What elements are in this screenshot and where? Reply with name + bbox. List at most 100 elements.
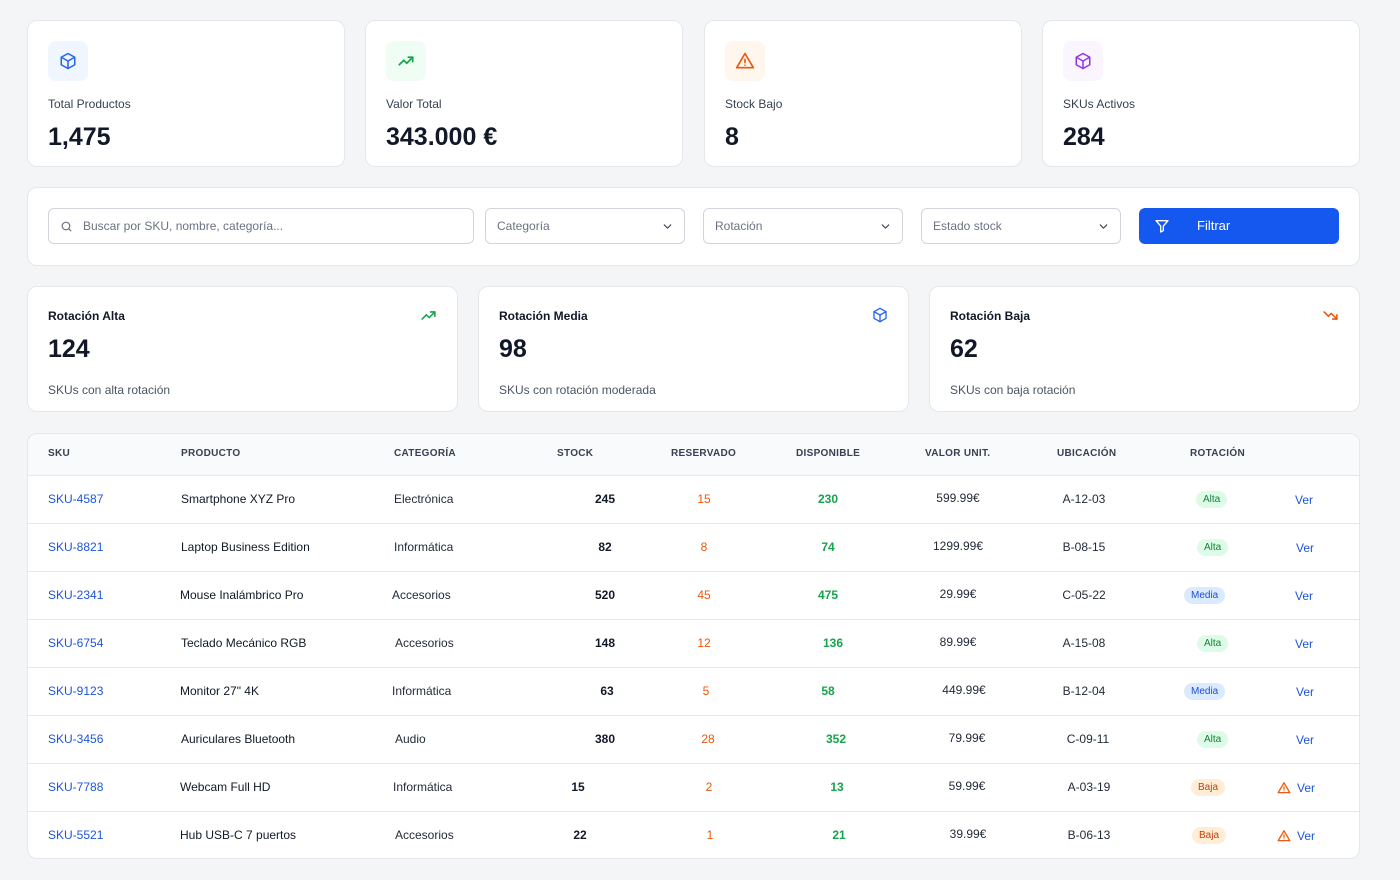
table-row: SKU-5521 Hub USB-C 7 puertos Accesorios …	[28, 811, 1359, 858]
rotation-card-media: Rotación Media 98 SKUs con rotación mode…	[478, 286, 909, 412]
sku-link[interactable]: SKU-2341	[48, 588, 104, 602]
stock: 148	[594, 636, 616, 650]
rotation-card-baja: Rotación Baja 62 SKUs con baja rotación	[929, 286, 1360, 412]
available: 21	[832, 828, 846, 842]
stat-value: 284	[1063, 123, 1105, 151]
cube-icon	[48, 41, 88, 81]
rotation-badge: Alta	[1196, 491, 1228, 508]
alert-triangle-icon	[725, 41, 765, 81]
rotation-subtitle: SKUs con rotación moderada	[499, 383, 656, 397]
trending-up-icon	[420, 307, 437, 329]
category-select[interactable]: Categoría	[485, 208, 685, 244]
reserved: 15	[697, 492, 711, 506]
view-link[interactable]: Ver	[1296, 733, 1315, 747]
product-name: Mouse Inalámbrico Pro	[180, 588, 304, 602]
unit-value: 89.99€	[939, 635, 977, 649]
category: Accesorios	[395, 636, 454, 650]
available: 74	[821, 540, 835, 554]
sku-link[interactable]: SKU-8821	[48, 540, 104, 554]
reserved: 12	[697, 636, 711, 650]
rotation-value: 62	[950, 335, 978, 363]
product-name: Webcam Full HD	[180, 780, 271, 794]
table-row: SKU-9123 Monitor 27" 4K Informática 63 5…	[28, 667, 1359, 715]
chevron-down-icon	[663, 224, 672, 229]
rotation-card-alta: Rotación Alta 124 SKUs con alta rotación	[27, 286, 458, 412]
unit-value: 29.99€	[939, 587, 977, 601]
trending-up-icon	[386, 41, 426, 81]
unit-value: 59.99€	[948, 779, 986, 793]
trending-down-icon	[1322, 307, 1339, 329]
rotation-select[interactable]: Rotación	[703, 208, 903, 244]
rotation-badge: Baja	[1192, 827, 1227, 844]
location: C-09-11	[1066, 732, 1110, 746]
available: 352	[825, 732, 847, 746]
category-select-value: Categoría	[497, 219, 550, 233]
cube-icon	[1063, 41, 1103, 81]
product-name: Laptop Business Edition	[181, 540, 310, 554]
available: 13	[830, 780, 844, 794]
stock: 15	[571, 780, 585, 794]
category: Informática	[392, 684, 452, 698]
rotation-badge: Alta	[1197, 539, 1229, 556]
alert-triangle-icon	[1277, 830, 1291, 842]
view-link[interactable]: Ver	[1295, 493, 1314, 507]
stat-label: Total Productos	[48, 97, 131, 111]
table-header: SKU PRODUCTO CATEGORÍA STOCK RESERVADO D…	[28, 434, 1359, 475]
sku-link[interactable]: SKU-7788	[48, 780, 104, 794]
header-sku: SKU	[48, 448, 71, 459]
stock: 22	[573, 828, 587, 842]
category: Audio	[395, 732, 426, 746]
stat-value: 343.000 €	[386, 123, 498, 151]
header-categoria: CATEGORÍA	[394, 448, 456, 459]
reserved: 1	[706, 828, 714, 842]
filter-button[interactable]: Filtrar	[1139, 208, 1339, 244]
table-row: SKU-8821 Laptop Business Edition Informá…	[28, 523, 1359, 571]
alert-triangle-icon	[1277, 782, 1291, 794]
sku-link[interactable]: SKU-5521	[48, 828, 104, 842]
stat-label: SKUs Activos	[1063, 97, 1136, 111]
search-input[interactable]: Buscar por SKU, nombre, categoría...	[48, 208, 474, 244]
view-link[interactable]: Ver	[1296, 685, 1315, 699]
view-link[interactable]: Ver	[1295, 637, 1314, 651]
view-link[interactable]: Ver	[1297, 829, 1316, 843]
product-name: Teclado Mecánico RGB	[181, 636, 307, 650]
unit-value: 449.99€	[942, 683, 986, 697]
category: Informática	[393, 780, 453, 794]
sku-link[interactable]: SKU-4587	[48, 492, 104, 506]
reserved: 5	[702, 684, 710, 698]
reserved: 28	[701, 732, 715, 746]
table-row: SKU-2341 Mouse Inalámbrico Pro Accesorio…	[28, 571, 1359, 619]
location: A-03-19	[1067, 780, 1111, 794]
stock: 380	[594, 732, 616, 746]
view-link[interactable]: Ver	[1296, 541, 1315, 555]
location: B-08-15	[1062, 540, 1106, 554]
sku-link[interactable]: SKU-9123	[48, 684, 104, 698]
cube-icon	[872, 307, 888, 328]
stock-state-select[interactable]: Estado stock	[921, 208, 1121, 244]
rotation-value: 124	[48, 335, 90, 363]
header-producto: PRODUCTO	[181, 448, 241, 459]
header-stock: STOCK	[557, 448, 594, 459]
rotation-value: 98	[499, 335, 527, 363]
available: 230	[817, 492, 839, 506]
location: B-06-13	[1067, 828, 1111, 842]
header-disponible: DISPONIBLE	[796, 448, 861, 459]
view-link[interactable]: Ver	[1297, 781, 1316, 795]
chevron-down-icon	[1099, 224, 1108, 229]
view-link[interactable]: Ver	[1295, 589, 1314, 603]
location: A-15-08	[1062, 636, 1106, 650]
stat-value: 1,475	[48, 123, 111, 151]
unit-value: 599.99€	[936, 491, 980, 505]
filter-button-label: Filtrar	[1197, 218, 1231, 233]
stock: 82	[598, 540, 612, 554]
rotation-title: Rotación Alta	[48, 309, 125, 323]
stat-value: 8	[725, 123, 739, 151]
stock: 245	[594, 492, 616, 506]
rotation-badge: Media	[1184, 683, 1226, 700]
product-name: Hub USB-C 7 puertos	[180, 828, 297, 842]
sku-link[interactable]: SKU-3456	[48, 732, 104, 746]
filter-bar: Buscar por SKU, nombre, categoría... Cat…	[27, 187, 1360, 266]
header-valor-unit: VALOR UNIT.	[925, 448, 991, 459]
reserved: 45	[697, 588, 711, 602]
sku-link[interactable]: SKU-6754	[48, 636, 104, 650]
